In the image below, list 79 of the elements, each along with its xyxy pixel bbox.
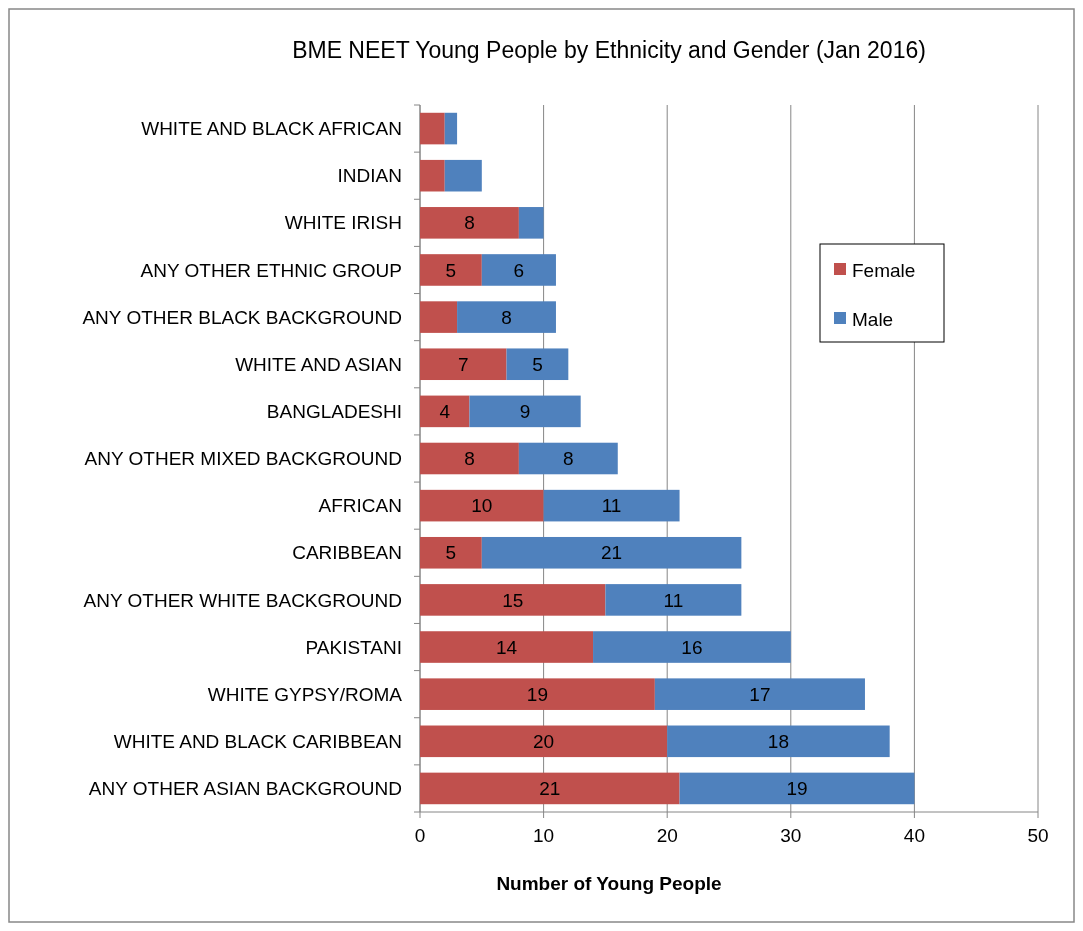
bar <box>420 631 594 663</box>
data-label: 19 <box>526 683 548 705</box>
bar <box>420 159 445 192</box>
data-label: 8 <box>464 212 475 234</box>
chart-title: BME NEET Young People by Ethnicity and Gender (Jan 2016) <box>292 37 926 63</box>
y-tick-label: WHITE AND BLACK CARIBBEAN <box>113 730 402 752</box>
x-tick-label: 10 <box>533 825 555 846</box>
x-axis-title: Number of Young People <box>496 873 722 894</box>
y-tick-label: WHITE IRISH <box>284 212 402 234</box>
x-tick-label: 40 <box>903 825 925 846</box>
data-label: 21 <box>539 778 561 800</box>
bar <box>420 207 519 239</box>
y-tick-label: AFRICAN <box>318 495 402 517</box>
y-tick-label: ANY OTHER BLACK BACKGROUND <box>82 306 402 328</box>
data-label: 5 <box>532 353 543 375</box>
data-label: 9 <box>519 401 531 423</box>
x-tick-label: 0 <box>414 825 426 846</box>
y-tick-label: INDIAN <box>337 165 402 187</box>
bar <box>420 442 519 475</box>
data-label: 16 <box>681 636 703 658</box>
data-label: 20 <box>533 730 555 752</box>
y-tick-label: ANY OTHER MIXED BACKGROUND <box>84 448 402 470</box>
data-label: 11 <box>663 589 684 611</box>
y-tick-label: ANY OTHER WHITE BACKGROUND <box>83 589 402 611</box>
bar <box>420 395 470 428</box>
bar <box>420 254 482 286</box>
bar <box>420 772 680 805</box>
bar <box>444 112 458 145</box>
legend-label: Female <box>852 259 916 281</box>
bar <box>605 584 742 616</box>
bar <box>420 112 445 145</box>
data-label: 11 <box>601 495 622 517</box>
data-label: 8 <box>501 306 512 328</box>
data-label: 7 <box>457 353 469 375</box>
bar <box>481 254 556 286</box>
x-tick-label: 30 <box>780 825 802 846</box>
x-tick-label: 20 <box>656 825 678 846</box>
bar <box>654 678 865 710</box>
bar <box>506 348 569 381</box>
bar <box>420 725 668 758</box>
bar <box>679 772 915 805</box>
y-tick-label: CARIBBEAN <box>292 542 402 564</box>
y-tick-label: BANGLADESHI <box>266 401 402 423</box>
bar <box>667 725 890 758</box>
data-label: 5 <box>445 542 457 564</box>
bar <box>420 348 507 381</box>
data-label: 5 <box>445 259 457 281</box>
bar <box>543 489 680 522</box>
bar <box>593 631 791 663</box>
data-label: 8 <box>464 448 475 470</box>
bar <box>420 678 655 710</box>
data-label: 6 <box>513 259 525 281</box>
y-tick-label: WHITE AND BLACK AFRICAN <box>141 118 402 140</box>
data-label: 19 <box>786 778 808 800</box>
y-tick-label: ANY OTHER ASIAN BACKGROUND <box>88 778 402 800</box>
y-tick-label: ANY OTHER ETHNIC GROUP <box>140 259 402 281</box>
bar <box>420 301 458 333</box>
bar <box>457 301 556 333</box>
data-label: 17 <box>749 683 771 705</box>
data-label: 8 <box>563 448 574 470</box>
data-label: 21 <box>601 542 623 564</box>
legend-label: Male <box>852 308 894 330</box>
bar <box>420 489 544 522</box>
bar <box>518 442 618 475</box>
data-label: 14 <box>495 636 518 658</box>
data-label: 10 <box>471 495 493 517</box>
bar <box>518 207 544 239</box>
x-tick-label: 50 <box>1027 825 1049 846</box>
bar <box>469 395 581 428</box>
y-tick-label: WHITE GYPSY/ROMA <box>207 683 403 705</box>
y-tick-label: WHITE AND ASIAN <box>235 353 402 375</box>
bar <box>420 536 482 569</box>
y-tick-label: PAKISTANI <box>305 636 402 658</box>
bar <box>444 159 482 192</box>
bar <box>420 584 606 616</box>
bar <box>481 536 742 569</box>
data-label: 15 <box>502 589 524 611</box>
data-label: 4 <box>439 401 451 423</box>
data-label: 18 <box>767 730 790 752</box>
